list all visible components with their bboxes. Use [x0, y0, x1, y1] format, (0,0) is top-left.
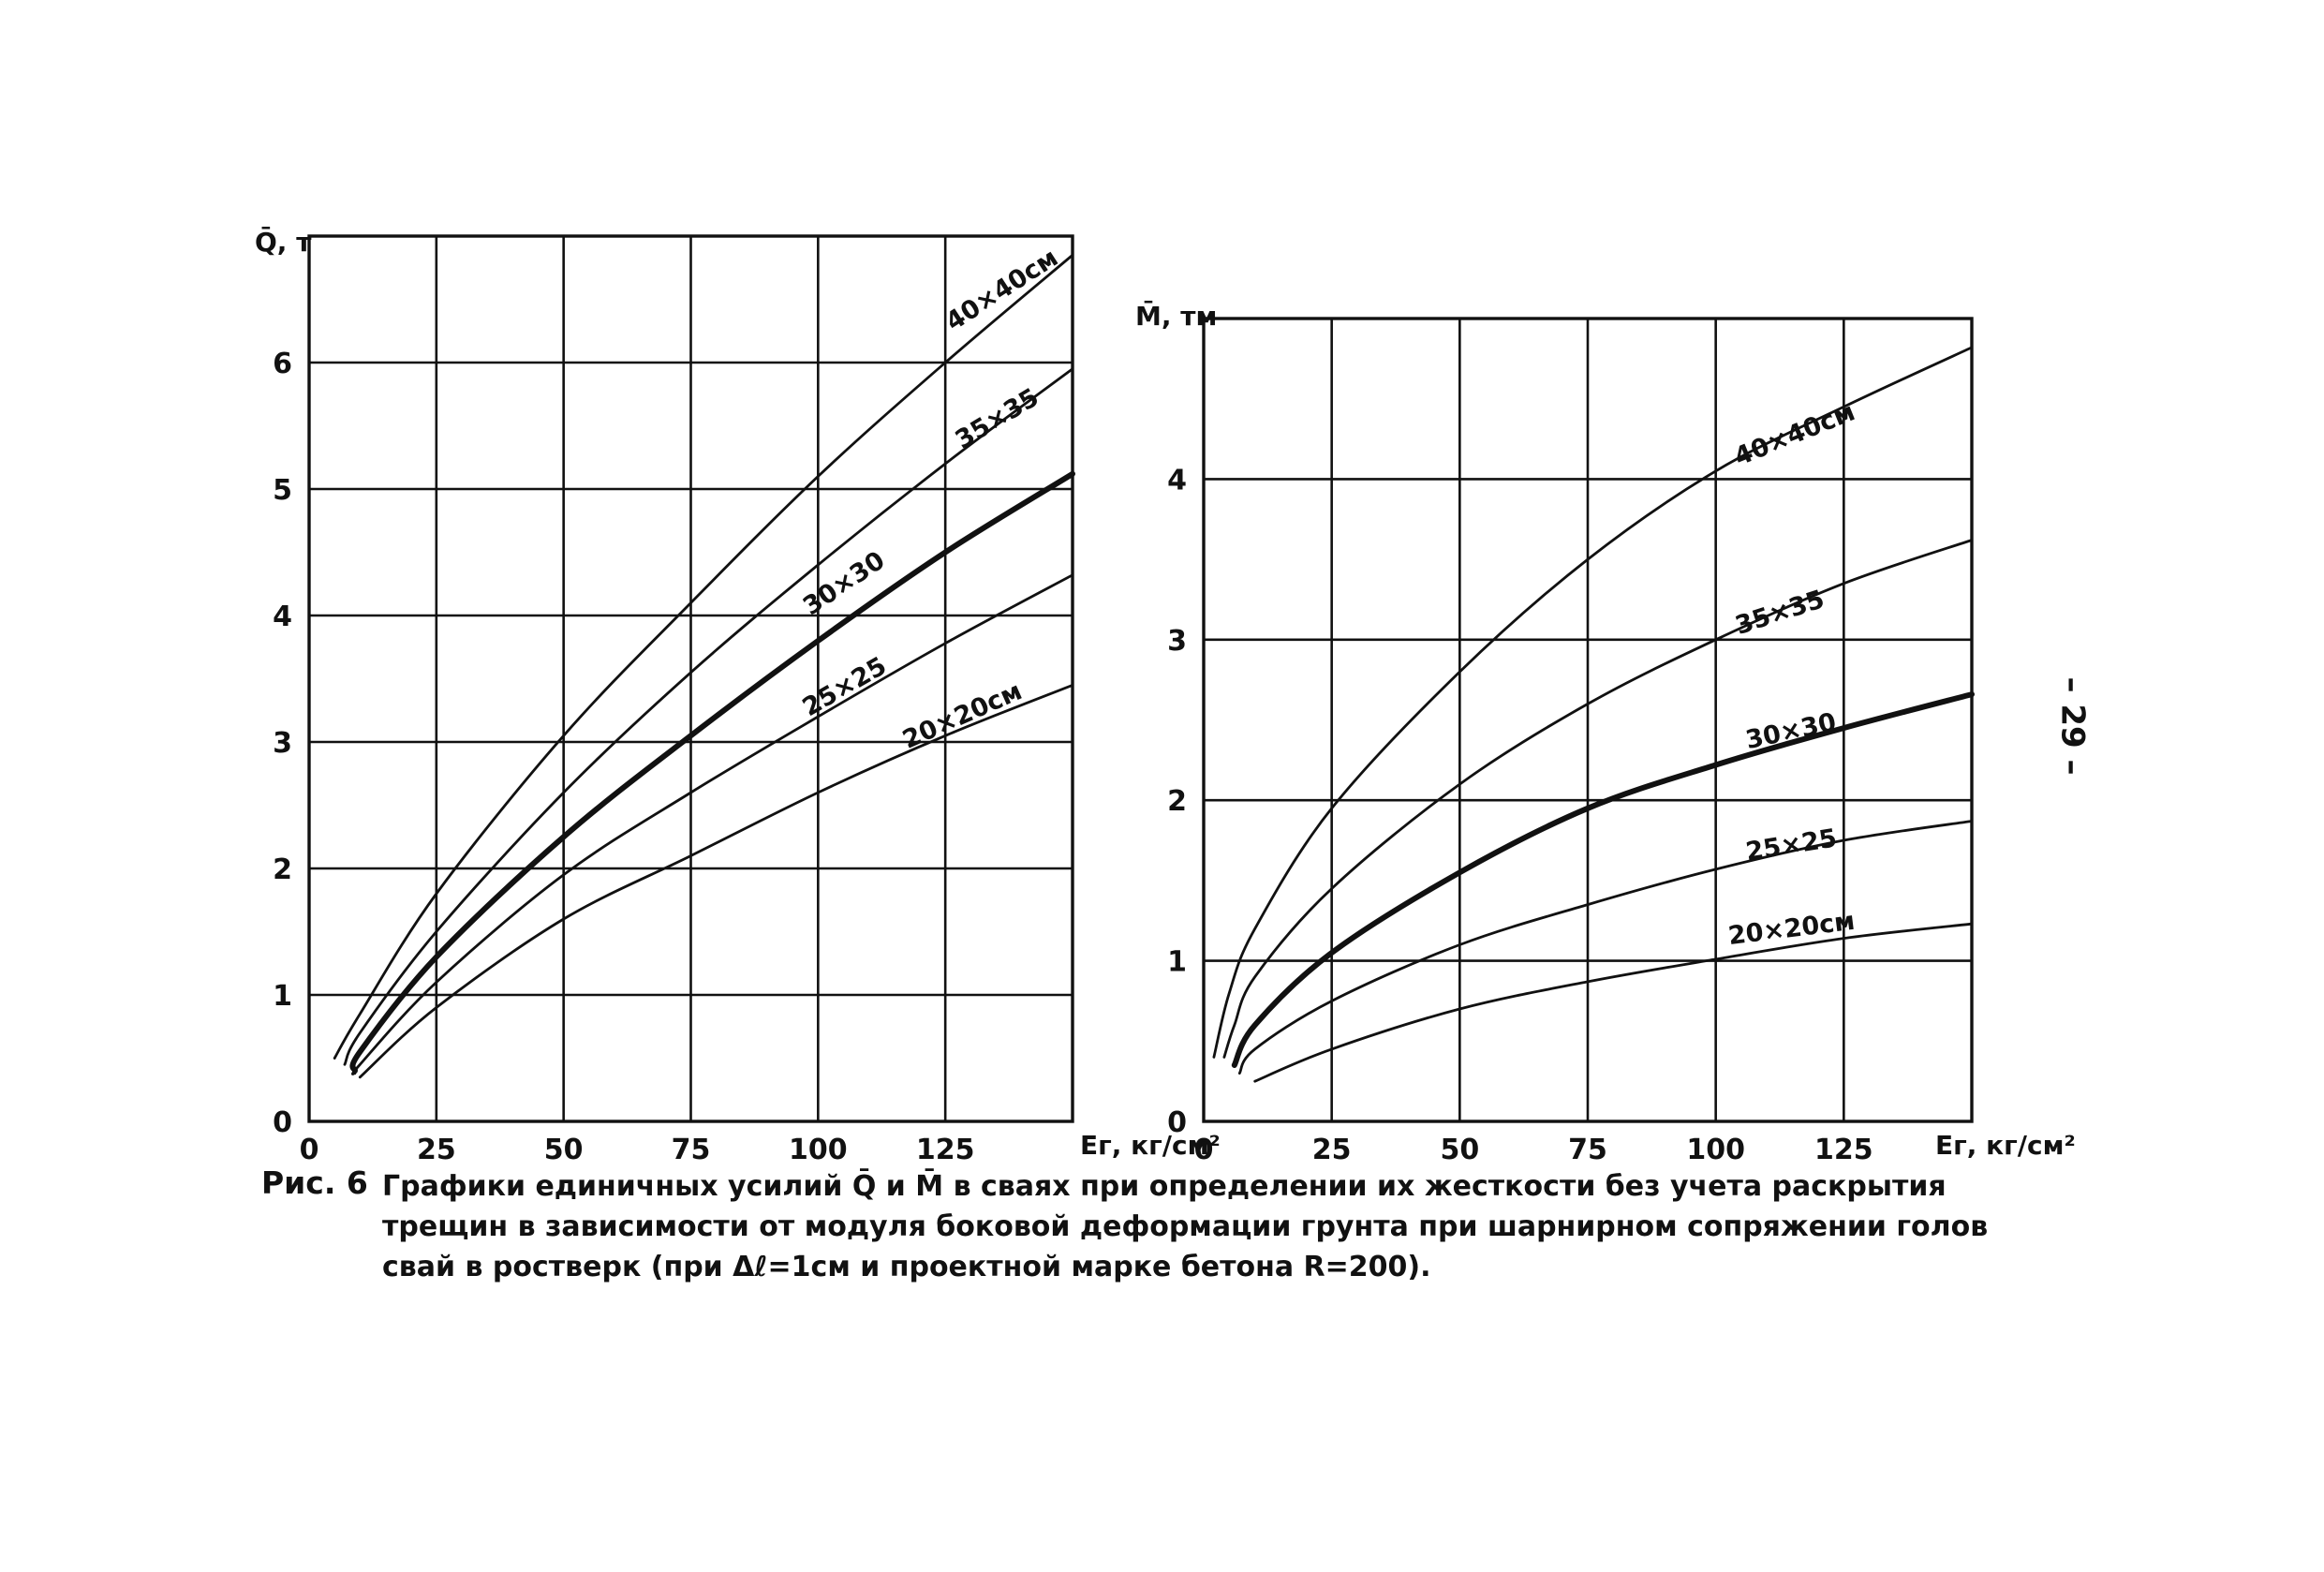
- Q-x-tick-label: 50: [544, 1134, 584, 1166]
- M-series-label-5: 20×20см: [1726, 907, 1857, 951]
- M-y-tick-label: 4: [1167, 464, 1187, 497]
- Q-y-tick-label: 4: [273, 601, 292, 633]
- caption-line-3: свай в ростверк (при Δℓ=1см и проектной …: [382, 1251, 1431, 1283]
- M-series-label-3: 30×30: [1743, 707, 1839, 755]
- Q-x-tick-label: 75: [672, 1134, 711, 1166]
- M-series-line-3: [1231, 691, 1975, 1068]
- caption-line-2: трещин в зависимости от модуля боковой д…: [382, 1210, 1989, 1243]
- M-x-tick-label: 75: [1568, 1134, 1607, 1166]
- Q-series-line-5: [358, 683, 1074, 1079]
- Q-series-line-3: [349, 470, 1075, 1074]
- Q-y-axis-title: Q̄, т: [255, 226, 312, 258]
- M-y-tick-label: 1: [1167, 946, 1187, 979]
- M-y-tick-label: 0: [1167, 1106, 1187, 1139]
- M-y-tick-label: 3: [1167, 625, 1187, 658]
- Q-x-axis-title: Eг, кг/см²: [1080, 1130, 1221, 1161]
- Q-series-line-2: [343, 367, 1074, 1066]
- figure-number: Рис. 6: [261, 1164, 368, 1201]
- Q-x-tick-label: 125: [916, 1134, 975, 1166]
- Q-series-label-4: 25×25: [798, 651, 892, 722]
- caption-line-1: Графики единичных усилий Q̄ и M̄ в сваях…: [382, 1170, 1947, 1203]
- Q-y-tick-label: 6: [273, 348, 292, 380]
- page-number: – 29 –: [2053, 676, 2092, 776]
- Q-y-tick-label: 2: [273, 853, 292, 886]
- Q-y-tick-label: 1: [273, 980, 292, 1013]
- M-x-tick-label: 125: [1814, 1134, 1873, 1166]
- M-plot-frame: [1202, 317, 1974, 1123]
- M-y-axis-title: M̄, тм: [1135, 300, 1217, 332]
- Q-series-label-2: 35×35: [951, 383, 1044, 455]
- Q-series-label-1: 40×40см: [940, 244, 1063, 337]
- M-x-tick-label: 50: [1440, 1134, 1479, 1166]
- Q-series-line-4: [351, 573, 1074, 1075]
- M-x-axis-title: Eг, кг/см²: [1935, 1130, 2076, 1161]
- Q-plot-frame: [307, 234, 1074, 1123]
- Q-x-tick-label: 100: [789, 1134, 848, 1166]
- M-series-label-1: 40×40см: [1730, 397, 1859, 472]
- chart-m-vs-eg: 0 25 50 75 100 125 0 1 2 3 4 M̄, тм Eг, кг/см² 40×40с…: [1135, 300, 2076, 1166]
- M-x-tick-label: 0: [1194, 1134, 1214, 1166]
- M-x-tick-label: 100: [1686, 1134, 1745, 1166]
- M-series-line-4: [1237, 820, 1974, 1075]
- M-y-tick-label: 2: [1167, 785, 1187, 818]
- Q-y-tick-label: 3: [273, 727, 292, 760]
- Q-y-tick-label: 5: [273, 474, 292, 507]
- Q-series-label-3: 30×30: [798, 546, 890, 621]
- Q-x-tick-label: 25: [417, 1134, 456, 1166]
- M-series-label-2: 35×35: [1732, 585, 1828, 641]
- Q-series-line-1: [333, 253, 1074, 1060]
- M-x-tick-label: 25: [1312, 1134, 1352, 1166]
- Q-x-tick-label: 0: [300, 1134, 319, 1166]
- M-series-label-4: 25×25: [1744, 823, 1839, 867]
- M-series-line-1: [1212, 346, 1974, 1059]
- Q-y-tick-label: 0: [273, 1106, 292, 1139]
- M-series-line-2: [1222, 539, 1974, 1059]
- M-series-line-5: [1253, 922, 1974, 1083]
